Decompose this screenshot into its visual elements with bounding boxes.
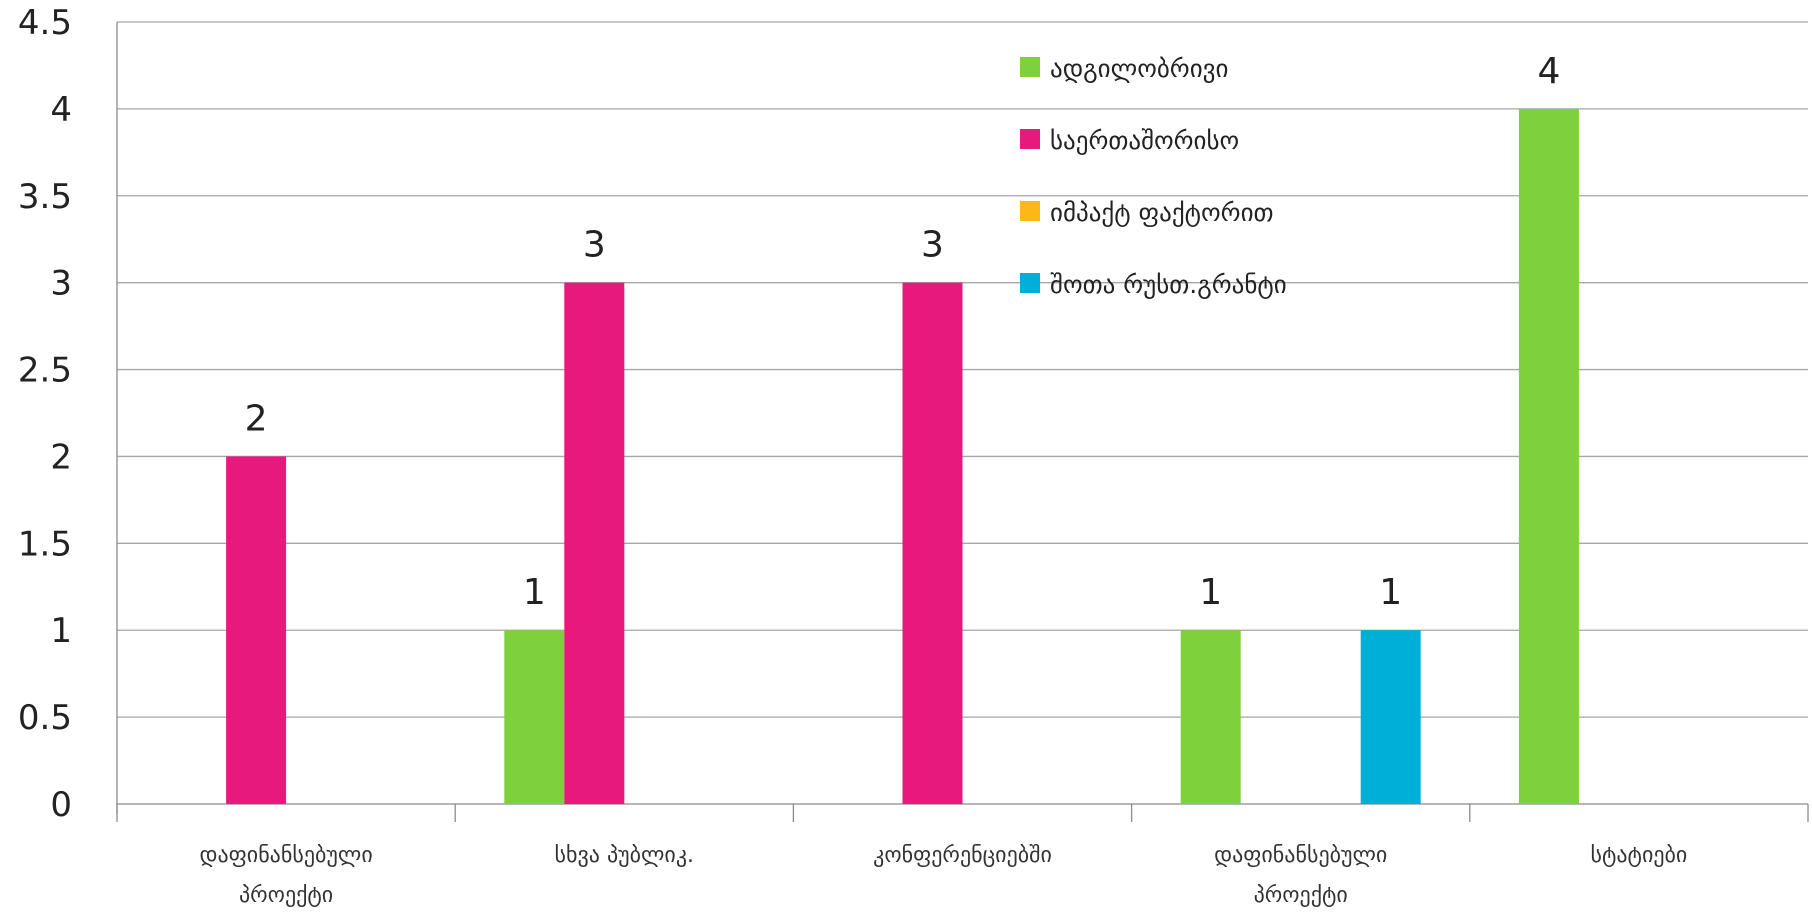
y-tick-label: 1 [50,611,72,651]
bars [226,108,1579,805]
y-tick-label: 3 [50,264,72,304]
legend-swatch [1020,201,1040,221]
bar [1180,630,1241,804]
y-tick-label: 3.5 [18,177,72,217]
data-label: 4 [1537,51,1560,92]
data-label: 3 [921,225,944,266]
bar [564,282,625,805]
data-label: 1 [523,572,546,613]
x-tick-label: პროექტი [239,883,333,908]
legend-swatch [1020,57,1040,77]
legend-label: შოთა რუსთ.გრანტი [1050,270,1287,299]
legend: ადგილობრივი საერთაშორისო იმპაქტ ფაქტორით შო… [1020,54,1287,299]
y-axis-ticks: 0 0.5 1 1.5 2 2.5 3 3.5 4 4.5 [18,3,72,825]
legend-label: იმპაქტ ფაქტორით [1050,198,1274,227]
x-tick-label: დაფინანსებული [1214,843,1387,868]
legend-label: საერთაშორისო [1050,126,1239,155]
y-tick-label: 0.5 [18,698,72,738]
bar [226,456,287,804]
y-tick-label: 2 [50,437,72,477]
y-tick-label: 0 [50,785,72,825]
bar [902,282,963,805]
data-label: 3 [583,225,606,266]
y-tick-label: 4.5 [18,3,72,43]
y-tick-label: 4 [50,90,72,130]
x-tick-label: სხვა პუბლიკ. [555,843,695,868]
x-axis: დაფინანსებული პროექტი სხვა პუბლიკ. კონფერენ… [116,22,1809,908]
legend-swatch [1020,129,1040,149]
bar [1360,630,1421,804]
x-tick-label: სტატიები [1591,843,1688,868]
x-tick-label: კონფერენციებში [873,843,1052,868]
data-label: 1 [1199,572,1222,613]
y-tick-label: 1.5 [18,524,72,564]
y-tick-label: 2.5 [18,351,72,391]
data-label: 2 [245,398,268,439]
legend-label: ადგილობრივი [1050,54,1228,83]
data-labels: 2 1 3 3 1 1 4 [245,51,1561,613]
legend-swatch [1020,273,1040,293]
x-tick-label: დაფინანსებული [199,843,372,868]
x-tick-label: პროექტი [1254,883,1348,908]
bar [1518,108,1579,804]
bar [504,630,565,804]
data-label: 1 [1379,572,1402,613]
